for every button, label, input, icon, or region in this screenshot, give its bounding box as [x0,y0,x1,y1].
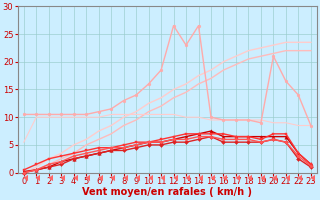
X-axis label: Vent moyen/en rafales ( km/h ): Vent moyen/en rafales ( km/h ) [82,187,252,197]
